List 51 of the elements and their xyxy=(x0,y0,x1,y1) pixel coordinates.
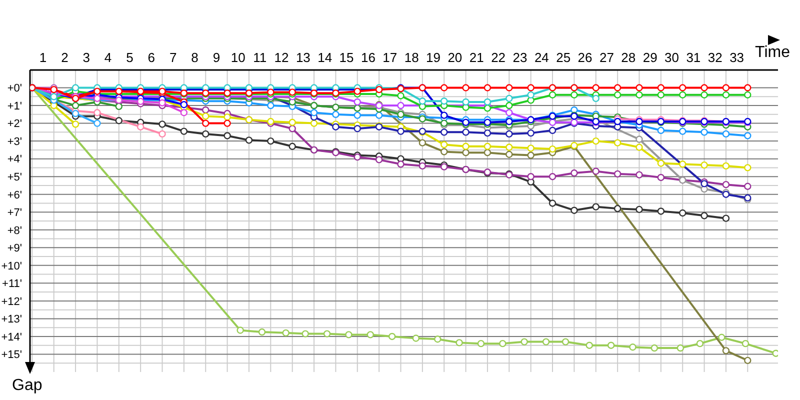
y-tick-label: +14' xyxy=(1,331,22,344)
x-tick-label: 23 xyxy=(512,50,528,65)
x-tick-label: 22 xyxy=(491,50,506,65)
x-tick-label: 14 xyxy=(318,50,332,65)
x-tick-label: 9 xyxy=(212,50,220,65)
y-tick-label: +11' xyxy=(2,278,22,290)
x-tick-label: 8 xyxy=(191,50,198,65)
x-tick-label: 33 xyxy=(730,50,744,65)
x-tick-label: 1 xyxy=(39,50,47,65)
x-tick-label: 20 xyxy=(448,50,462,65)
x-tick-label: 16 xyxy=(360,50,376,65)
x-tick-label: 24 xyxy=(534,50,549,65)
x-tick-label: 4 xyxy=(104,50,112,65)
x-axis-title: Time xyxy=(755,44,790,62)
y-axis-title: Gap xyxy=(12,377,42,395)
x-tick-label: 32 xyxy=(708,50,722,65)
x-tick-label: 13 xyxy=(296,50,310,65)
x-tick-label: 3 xyxy=(82,50,90,65)
x-tick-label: 26 xyxy=(578,50,592,65)
x-tick-label: 17 xyxy=(382,50,398,65)
y-tick-label: +7' xyxy=(7,207,22,220)
x-tick-label: 18 xyxy=(404,50,419,65)
x-tick-label: 30 xyxy=(664,50,679,65)
x-tick-label: 21 xyxy=(469,50,484,65)
y-tick-label: +0' xyxy=(7,82,22,95)
y-tick-label: +15' xyxy=(1,349,22,362)
y-tick-label: +8' xyxy=(7,224,22,237)
y-tick-label: +13' xyxy=(1,314,22,326)
y-tick-label: +9' xyxy=(7,242,22,255)
x-tick-label: 28 xyxy=(621,50,636,65)
y-tick-label: +12' xyxy=(1,296,22,308)
y-tick-label: +4' xyxy=(7,154,22,166)
y-tick-label: +6' xyxy=(7,189,22,202)
x-tick-label: 11 xyxy=(253,50,267,65)
x-tick-label: 12 xyxy=(274,50,289,65)
x-tick-label: 2 xyxy=(61,50,68,65)
y-tick-label: +10' xyxy=(1,260,22,272)
x-tick-label: 29 xyxy=(642,50,658,65)
x-tick-label: 31 xyxy=(686,50,701,65)
y-tick-label: +1' xyxy=(7,100,22,112)
y-tick-label: +2' xyxy=(7,118,22,130)
x-tick-label: 19 xyxy=(426,50,441,65)
x-tick-label: 7 xyxy=(169,50,177,65)
x-tick-label: 27 xyxy=(599,50,614,65)
x-tick-label: 15 xyxy=(339,50,354,65)
x-tick-label: 25 xyxy=(556,50,571,65)
x-tick-label: 5 xyxy=(126,50,134,65)
x-tick-label: 10 xyxy=(230,50,246,65)
y-tick-label: +3' xyxy=(7,136,22,148)
x-tick-label: 6 xyxy=(148,50,156,65)
y-tick-label: +5' xyxy=(7,171,22,184)
